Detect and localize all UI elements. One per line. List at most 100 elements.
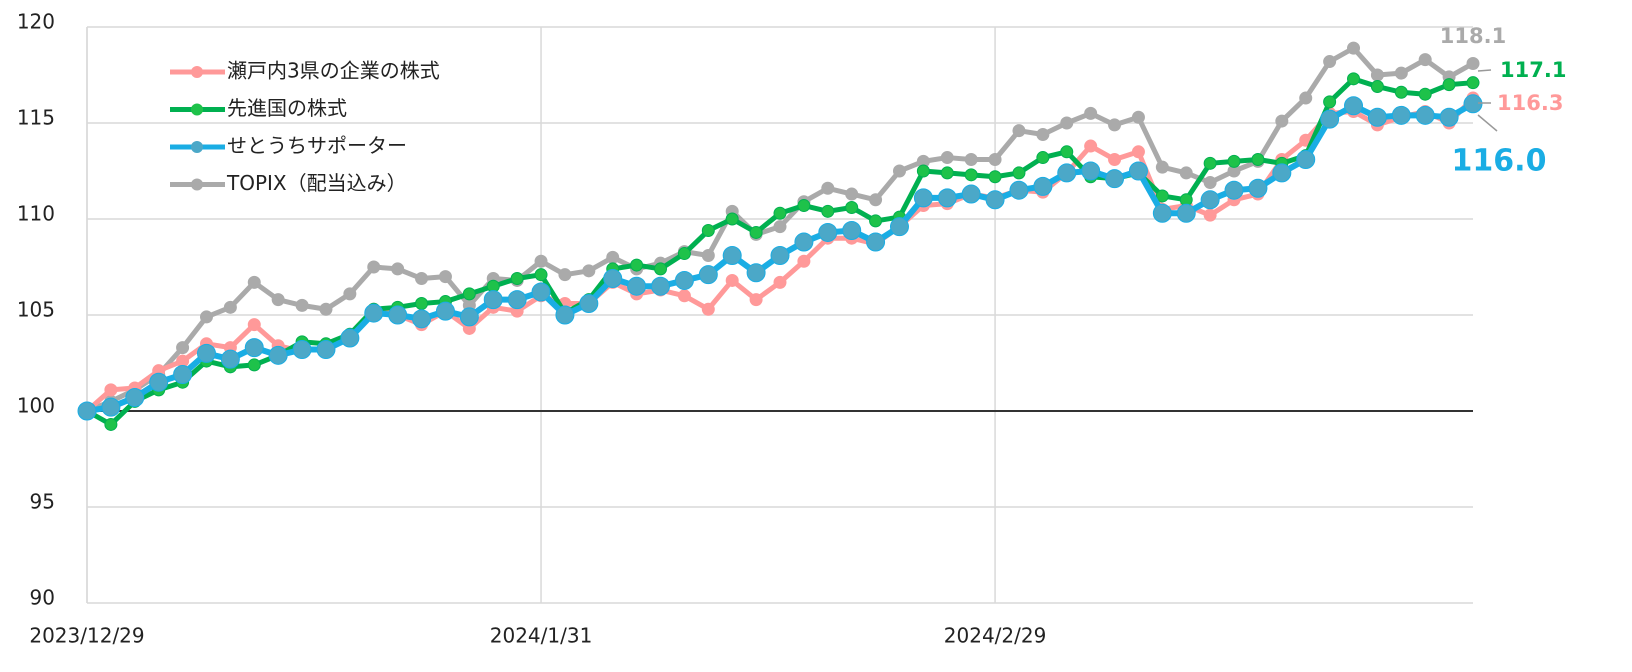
- point: [104, 383, 118, 397]
- point: [913, 188, 933, 208]
- point: [1128, 161, 1148, 181]
- legend-label: 先進国の株式: [227, 96, 347, 120]
- point: [988, 170, 1002, 184]
- point: [534, 254, 548, 268]
- point: [1203, 176, 1217, 190]
- point: [677, 247, 691, 261]
- point: [773, 275, 787, 289]
- point: [1033, 176, 1053, 196]
- point: [1009, 180, 1029, 200]
- end-label: 118.1: [1440, 24, 1506, 48]
- point: [579, 293, 599, 313]
- point: [555, 305, 575, 325]
- point: [196, 343, 216, 363]
- point: [749, 293, 763, 307]
- point: [149, 372, 169, 392]
- point: [866, 232, 886, 252]
- point: [1323, 95, 1337, 109]
- point: [415, 272, 429, 286]
- point: [1251, 152, 1265, 166]
- point: [916, 164, 930, 178]
- point: [821, 204, 835, 218]
- point: [722, 245, 742, 265]
- point: [1012, 166, 1026, 180]
- point: [869, 214, 883, 228]
- point: [1394, 85, 1408, 99]
- point: [797, 254, 811, 268]
- point: [964, 168, 978, 182]
- point: [1081, 161, 1101, 181]
- point: [630, 258, 644, 272]
- point: [725, 273, 739, 287]
- end-label: 116.3: [1497, 91, 1563, 115]
- leader-line: [1477, 69, 1492, 72]
- point: [889, 217, 909, 237]
- point: [483, 290, 503, 310]
- point: [1344, 96, 1364, 116]
- point: [292, 340, 312, 360]
- point: [770, 245, 790, 265]
- leader-line: [1477, 114, 1498, 132]
- point: [582, 264, 596, 278]
- point: [1275, 114, 1289, 128]
- point: [534, 268, 548, 282]
- x-tick-label: 2024/2/29: [944, 624, 1047, 648]
- point: [223, 300, 237, 314]
- point: [1466, 56, 1480, 70]
- point: [1439, 107, 1459, 127]
- point: [1463, 94, 1483, 114]
- point: [412, 309, 432, 329]
- legend-label: TOPIX（配当込み）: [226, 171, 407, 195]
- point: [940, 166, 954, 180]
- point: [438, 270, 452, 284]
- point: [507, 290, 527, 310]
- point: [1296, 149, 1316, 169]
- point: [1155, 189, 1169, 203]
- x-tick-label: 2024/1/31: [490, 624, 593, 648]
- legend-marker: [191, 141, 203, 153]
- point: [651, 276, 671, 296]
- point: [1367, 107, 1387, 127]
- point: [125, 388, 145, 408]
- point: [1347, 41, 1361, 55]
- point: [340, 328, 360, 348]
- legend-label: せとうちサポーター: [227, 134, 407, 158]
- point: [247, 275, 261, 289]
- point: [364, 303, 384, 323]
- y-tick-label: 120: [17, 10, 55, 34]
- point: [367, 260, 381, 274]
- point: [1179, 166, 1193, 180]
- point: [244, 338, 264, 358]
- point: [388, 305, 408, 325]
- point: [845, 187, 859, 201]
- point: [558, 268, 572, 282]
- point: [199, 310, 213, 324]
- point: [725, 212, 739, 226]
- point: [271, 293, 285, 307]
- point: [1108, 118, 1122, 132]
- point: [701, 302, 715, 316]
- point: [77, 401, 97, 421]
- point: [964, 152, 978, 166]
- y-tick-label: 90: [30, 586, 55, 610]
- point: [1152, 203, 1172, 223]
- point: [937, 188, 957, 208]
- legend-marker: [191, 66, 203, 78]
- point: [1224, 180, 1244, 200]
- point: [1203, 208, 1217, 222]
- point: [1176, 203, 1196, 223]
- point: [940, 151, 954, 165]
- point: [1248, 178, 1268, 198]
- point: [985, 190, 1005, 210]
- point: [797, 199, 811, 213]
- point: [1036, 151, 1050, 165]
- point: [1320, 109, 1340, 129]
- point: [176, 341, 190, 355]
- point: [173, 365, 193, 385]
- point: [1418, 53, 1432, 67]
- point: [247, 318, 261, 332]
- point: [674, 270, 694, 290]
- point: [1370, 80, 1384, 94]
- point: [654, 262, 668, 276]
